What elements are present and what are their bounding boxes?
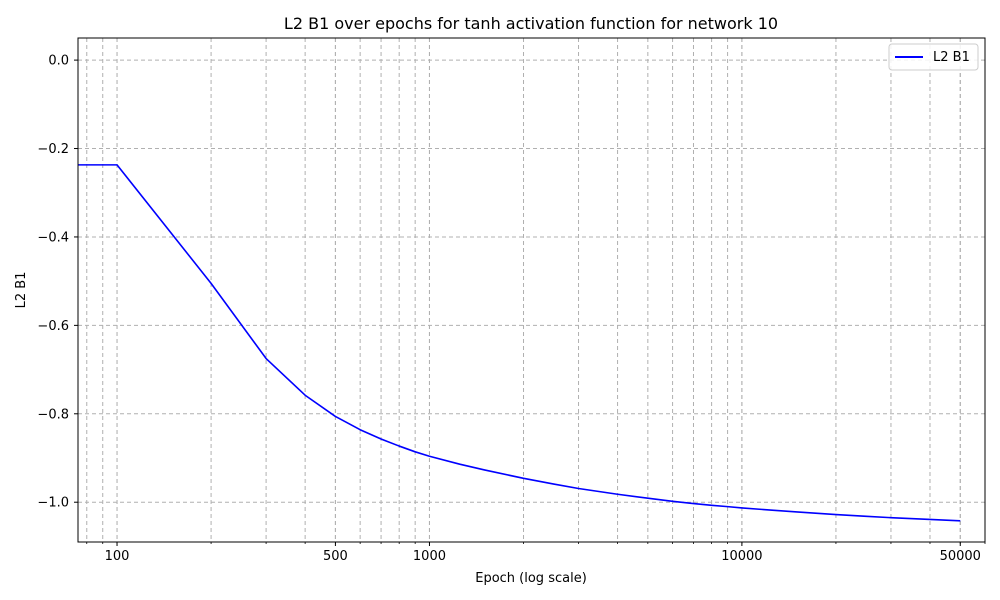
grid — [78, 38, 986, 542]
legend-label: L2 B1 — [933, 50, 970, 65]
y-tick-label: −0.8 — [37, 407, 69, 422]
x-tick-label: 500 — [323, 549, 348, 564]
y-tick-label: −0.2 — [37, 142, 69, 157]
x-axis-label: Epoch (log scale) — [475, 571, 587, 586]
series-line-l2-b1 — [78, 164, 961, 522]
y-tick-label: −0.4 — [37, 230, 69, 245]
y-tick-label: −0.6 — [37, 319, 69, 334]
y-tick-label: −1.0 — [37, 496, 69, 511]
x-tick-label: 10000 — [721, 549, 762, 564]
plot-frame — [77, 37, 986, 543]
plot-area — [78, 164, 961, 522]
x-tick-label: 1000 — [413, 549, 446, 564]
y-tick-label: 0.0 — [48, 54, 69, 69]
legend-box — [888, 43, 979, 71]
y-axis-label: L2 B1 — [14, 272, 29, 309]
axis-ticks: 100 500 1000 10000 50000 0.0 −0.2 −0.4 −0.6 −0.8 −… — [37, 54, 986, 564]
x-tick-label: 100 — [105, 549, 130, 564]
chart-title: L2 B1 over epochs for tanh activation fu… — [284, 14, 778, 33]
legend: L2 B1 — [888, 43, 979, 71]
x-tick-label: 50000 — [940, 549, 981, 564]
